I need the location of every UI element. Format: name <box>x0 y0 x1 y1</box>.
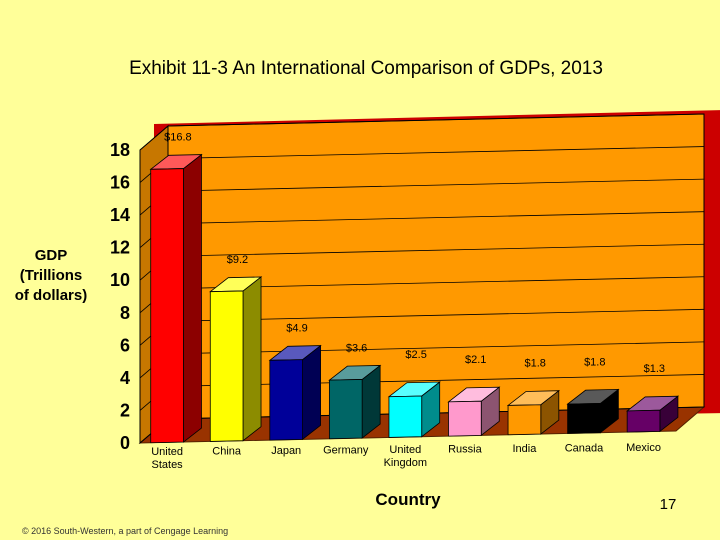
y-tick-label: 0 <box>120 433 130 453</box>
gridline <box>167 146 705 159</box>
bar <box>149 153 203 444</box>
copyright-text: © 2016 South-Western, a part of Cengage … <box>22 526 229 536</box>
y-tick-label: 14 <box>110 205 130 225</box>
bars <box>149 153 680 444</box>
bar-front <box>269 359 303 441</box>
category-label: Canada <box>565 443 604 455</box>
data-label: $2.5 <box>405 349 426 361</box>
y-tick-label: 2 <box>120 400 130 420</box>
bar-front <box>507 404 542 436</box>
y-tick-label: 4 <box>120 368 130 388</box>
chart-title: Exhibit 11-3 An International Comparison… <box>129 58 603 79</box>
data-label: $9.2 <box>227 254 248 266</box>
y-tick-label: 18 <box>110 140 130 160</box>
category-label: States <box>152 459 184 471</box>
data-label: $3.6 <box>346 342 367 354</box>
gridline <box>139 125 169 151</box>
category-label: India <box>513 443 538 455</box>
y-tick-label: 10 <box>110 270 130 290</box>
bar-front <box>209 290 244 442</box>
bar-front <box>567 402 601 434</box>
data-labels: $16.8 $9.2 $4.9 $3.6 $2.5 $2.1 $1.8 $1.8 $1.3 <box>164 132 665 376</box>
bar-front <box>626 409 661 433</box>
bar-side <box>302 344 321 441</box>
category-label: Mexico <box>626 442 661 454</box>
y-axis-label-line: (Trillions <box>19 267 83 284</box>
y-axis-ticks: 0 2 4 6 8 10 12 14 16 18 <box>110 140 130 453</box>
y-axis-label-line: of dollars) <box>14 287 88 304</box>
data-label: $16.8 <box>164 132 192 144</box>
bar-front <box>150 168 184 444</box>
data-label: $1.3 <box>644 363 665 375</box>
page-number: 17 <box>659 496 677 513</box>
y-axis-label-line: GDP <box>34 247 68 264</box>
gridline <box>167 243 705 257</box>
gridline <box>167 211 705 225</box>
category-label: China <box>212 446 242 458</box>
y-tick-label: 8 <box>120 303 130 323</box>
y-axis-label: GDP (Trillions of dollars) <box>4 246 98 306</box>
data-label: $1.8 <box>525 358 546 370</box>
bar <box>328 364 382 440</box>
bar <box>268 344 322 441</box>
y-tick-label: 12 <box>110 238 130 258</box>
category-label: United <box>151 446 183 458</box>
bar <box>625 395 680 433</box>
bar-front <box>328 379 363 440</box>
category-label: Germany <box>323 445 369 457</box>
data-label: $4.9 <box>286 323 307 335</box>
category-label: United <box>389 444 421 456</box>
y-tick-label: 16 <box>110 173 130 193</box>
category-label: Kingdom <box>384 457 427 469</box>
bar-front <box>388 395 423 438</box>
bar <box>566 388 620 434</box>
bar <box>387 381 441 438</box>
gridline <box>167 178 705 192</box>
bar <box>209 276 263 442</box>
data-label: $2.1 <box>465 354 486 366</box>
bar-side <box>183 153 202 443</box>
bar <box>447 386 501 437</box>
bar <box>506 389 561 436</box>
data-label: $1.8 <box>584 356 605 368</box>
gridline <box>167 113 705 127</box>
x-axis-label: Country <box>375 490 441 509</box>
category-label: Japan <box>271 445 301 457</box>
bar-side <box>242 276 262 442</box>
category-label: Russia <box>448 444 483 456</box>
bar-front <box>448 400 482 437</box>
y-tick-label: 6 <box>120 335 130 355</box>
